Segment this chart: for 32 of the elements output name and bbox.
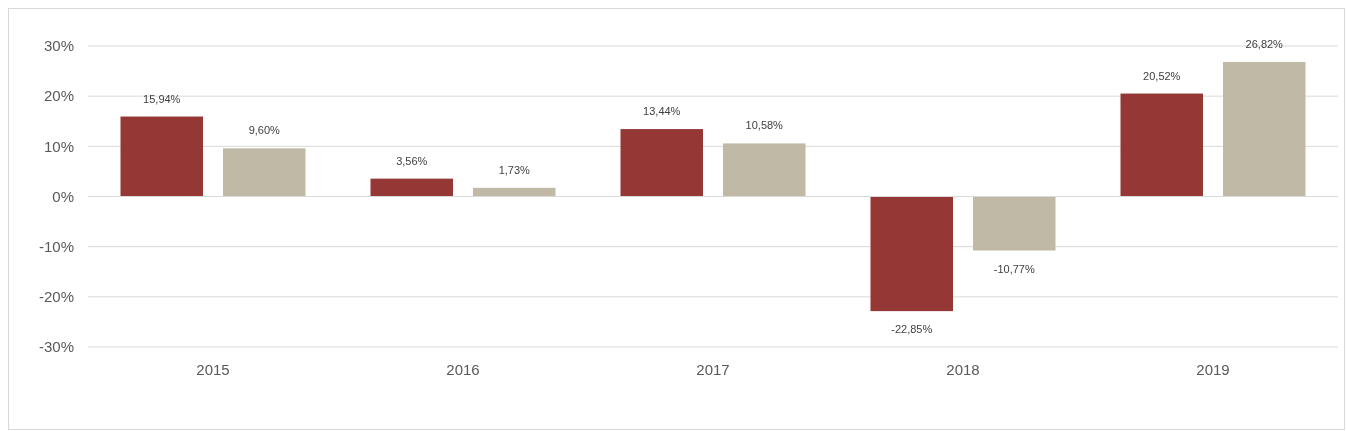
data-label: -22,85% <box>891 323 933 336</box>
bar <box>723 143 806 197</box>
data-label: 20,52% <box>1143 69 1181 82</box>
y-tick-label: 10% <box>43 137 74 155</box>
y-tick-label: 0% <box>52 187 74 205</box>
data-label: 3,56% <box>396 154 428 167</box>
x-tick-label: 2015 <box>196 361 230 378</box>
x-tick-label: 2016 <box>446 361 480 378</box>
data-label: 13,44% <box>643 105 681 118</box>
bar <box>120 116 203 197</box>
bar <box>473 187 556 197</box>
x-tick-label: 2018 <box>946 361 980 378</box>
y-tick-label: -20% <box>38 288 74 306</box>
data-label: 26,82% <box>1245 37 1284 50</box>
data-label: 15,94% <box>143 92 181 105</box>
data-label: -10,77% <box>993 262 1035 275</box>
x-tick-label: 2019 <box>1196 361 1230 378</box>
bar <box>1120 93 1203 197</box>
y-tick-label: -30% <box>38 338 74 356</box>
bar <box>223 148 306 197</box>
bar <box>973 196 1056 251</box>
data-label: 10,58% <box>745 119 784 132</box>
y-tick-label: -10% <box>38 237 74 255</box>
bar <box>620 129 703 197</box>
x-tick-label: 2017 <box>696 361 730 378</box>
bar <box>370 178 453 197</box>
bar <box>870 196 953 312</box>
y-tick-label: 30% <box>43 37 74 55</box>
data-label: 1,73% <box>498 163 531 176</box>
y-tick-label: 20% <box>43 87 74 105</box>
bar <box>1223 61 1306 197</box>
data-label: 9,60% <box>248 124 281 137</box>
